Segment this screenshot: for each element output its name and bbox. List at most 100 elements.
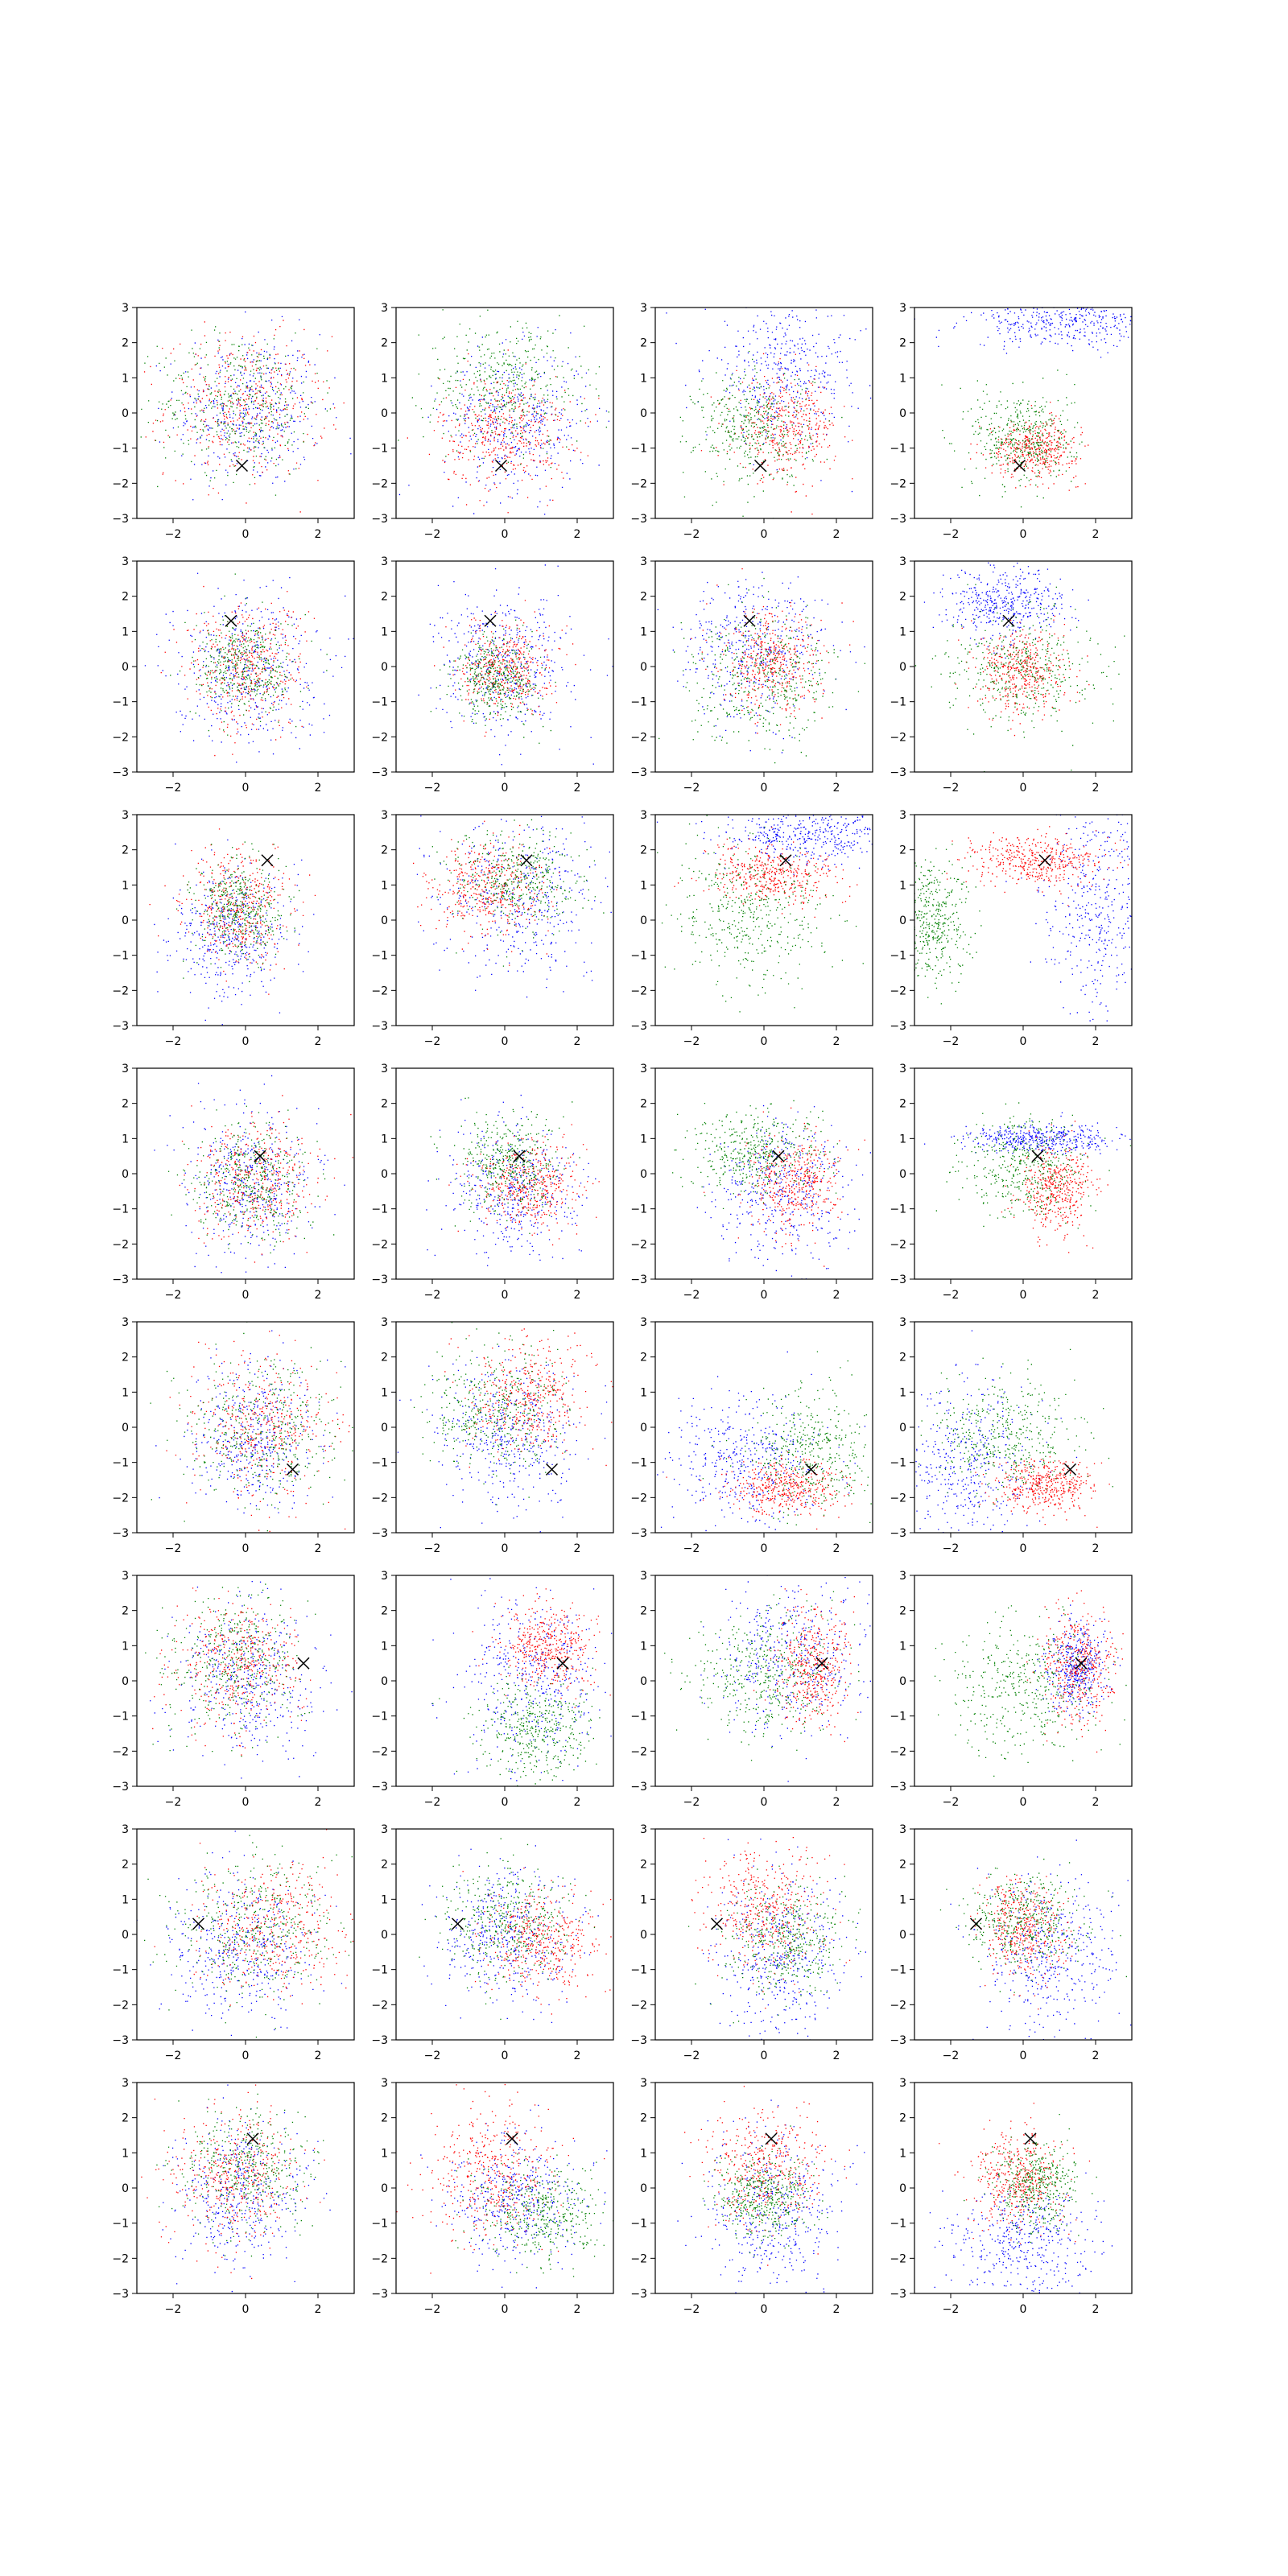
point-clouds: [914, 562, 1125, 772]
y-tick-label: 1: [122, 879, 129, 892]
y-tick-label: −2: [630, 477, 647, 490]
x-tick-label: −2: [683, 1035, 700, 1048]
y-tick-label: 3: [640, 809, 647, 822]
y-tick-label: 2: [381, 1352, 388, 1364]
x-tick-label: 2: [1092, 1796, 1100, 1809]
points-path-blue: [924, 1112, 1131, 1158]
x-tick-label: −2: [165, 1289, 182, 1302]
axes-frame: [914, 1828, 1133, 2041]
points-green: [934, 1605, 1127, 1777]
y-tick-label: 2: [122, 2112, 129, 2125]
points-path-red: [684, 2086, 850, 2266]
points-path-red: [674, 827, 858, 918]
y-tick-label: −2: [371, 731, 388, 744]
points-blue: [154, 1075, 345, 1274]
y-tick-label: 0: [899, 2182, 906, 2195]
y-tick-label: 1: [381, 372, 388, 385]
y-tick-label: 3: [381, 555, 388, 568]
x-marker: [513, 1150, 526, 1162]
points-blue: [150, 1581, 353, 1779]
x-tick-label: 2: [833, 2050, 840, 2062]
y-tick-label: −1: [112, 1964, 129, 1977]
y-tick-label: 2: [640, 2112, 647, 2125]
point-clouds: [426, 1094, 600, 1266]
x-tick-label: −2: [943, 2303, 960, 2316]
y-tick-label: 2: [899, 1605, 906, 1618]
y-tick-label: −2: [112, 1999, 129, 2012]
y-tick-label: 2: [381, 337, 388, 350]
x-tick-label: 2: [574, 2303, 581, 2316]
x-tick-label: 2: [833, 2303, 840, 2316]
points-path-blue: [914, 308, 1132, 358]
x-marker: [297, 1657, 310, 1670]
y-tick-label: −2: [630, 2252, 647, 2265]
subplot-r7-c3: −2 0 2 −3 −2 −1 0 1 2 3: [630, 1823, 873, 2062]
y-tick-label: 0: [381, 1168, 388, 1181]
x-tick-label: −2: [943, 1035, 960, 1048]
subplot-r6-c4: −2 0 2 −3 −2 −1 0 1 2 3: [890, 1570, 1133, 1809]
y-tick-label: 1: [122, 372, 129, 385]
points-green: [144, 1835, 353, 2038]
point-clouds: [666, 308, 872, 518]
x-tick-label: −2: [683, 1542, 700, 1555]
y-tick-label: 1: [899, 1386, 906, 1399]
points-green: [919, 1348, 1113, 1507]
y-tick-label: −1: [630, 1964, 647, 1977]
y-tick-label: −3: [630, 1527, 647, 1540]
x-tick-label: −2: [943, 2050, 960, 2062]
y-tick-label: 3: [899, 555, 906, 568]
y-tick-label: −3: [890, 2288, 906, 2301]
y-tick-label: −1: [890, 1964, 906, 1977]
y-tick-label: 2: [122, 844, 129, 857]
points-blue: [426, 1094, 597, 1266]
axes-frame: [914, 1575, 1133, 1787]
y-tick-label: −2: [112, 985, 129, 997]
axes-frame: [136, 1321, 355, 1534]
points-path-blue: [421, 1845, 599, 2023]
points-path-blue: [154, 839, 315, 1026]
points-path-blue: [154, 1075, 345, 1274]
y-tick-label: 2: [381, 1605, 388, 1618]
points-blue: [154, 839, 315, 1026]
points-path-green: [150, 1322, 353, 1532]
subplot-r6-c3: −2 0 2 −3 −2 −1 0 1 2 3: [630, 1570, 873, 1809]
y-tick-label: 3: [381, 2077, 388, 2090]
y-tick-label: −1: [890, 1203, 906, 1216]
point-clouds: [939, 1839, 1132, 2040]
y-tick-label: 3: [122, 1570, 129, 1583]
y-tick-label: −1: [890, 696, 906, 709]
subplot-r5-c3: −2 0 2 −3 −2 −1 0 1 2 3: [630, 1316, 873, 1555]
x-tick-label: 2: [315, 1542, 322, 1555]
points-red: [700, 353, 853, 515]
point-clouds: [413, 815, 613, 998]
points-green: [150, 1322, 353, 1532]
y-tick-label: 3: [381, 1063, 388, 1075]
y-tick-label: 2: [122, 1859, 129, 1872]
x-tick-label: 2: [315, 528, 322, 541]
points-red: [160, 585, 316, 757]
x-tick-label: −2: [165, 2050, 182, 2062]
points-path-red: [143, 320, 345, 513]
y-tick-label: −1: [371, 950, 388, 963]
y-tick-label: 3: [122, 555, 129, 568]
subplot-r5-c1: −2 0 2 −3 −2 −1 0 1 2 3: [112, 1316, 355, 1555]
points-path-green: [396, 1322, 571, 1505]
y-tick-label: 3: [640, 2077, 647, 2090]
y-tick-label: 3: [122, 809, 129, 822]
points-red: [472, 1588, 611, 1708]
x-tick-label: 0: [761, 1289, 768, 1302]
points-blue: [420, 2104, 608, 2289]
y-tick-label: −2: [630, 1492, 647, 1505]
x-tick-label: 2: [1092, 1542, 1100, 1555]
y-tick-label: 3: [899, 1316, 906, 1329]
axes-frame: [136, 1575, 355, 1787]
x-tick-label: 2: [574, 1796, 581, 1809]
y-tick-label: −1: [890, 950, 906, 963]
point-clouds: [929, 2103, 1113, 2293]
points-path-green: [935, 1102, 1132, 1229]
y-tick-label: −1: [112, 1711, 129, 1724]
x-tick-label: 0: [761, 2303, 768, 2316]
y-tick-label: 1: [640, 1893, 647, 1906]
points-path-green: [398, 309, 609, 469]
points-blue: [924, 1112, 1131, 1158]
